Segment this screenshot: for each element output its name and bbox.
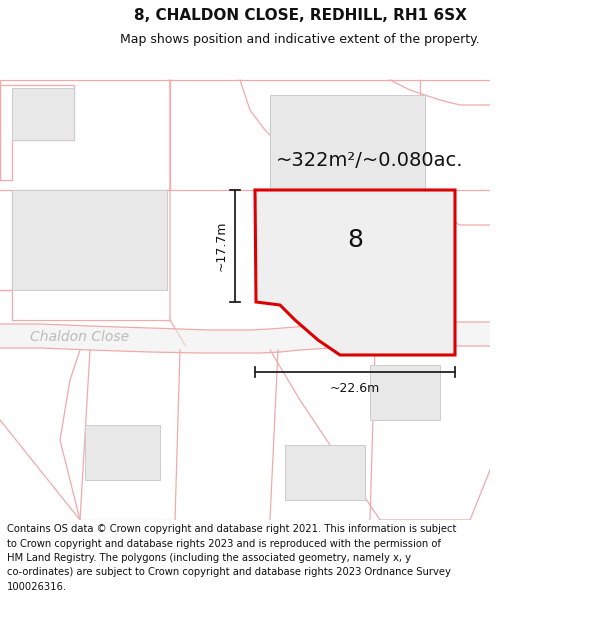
Polygon shape	[255, 190, 455, 355]
Text: 8: 8	[347, 228, 363, 252]
Bar	[370, 365, 440, 420]
Text: Map shows position and indicative extent of the property.: Map shows position and indicative extent…	[120, 32, 480, 46]
Text: Contains OS data © Crown copyright and database right 2021. This information is : Contains OS data © Crown copyright and d…	[7, 524, 457, 592]
Text: ~22.6m: ~22.6m	[330, 381, 380, 394]
Bar	[270, 190, 400, 270]
Text: 8, CHALDON CLOSE, REDHILL, RH1 6SX: 8, CHALDON CLOSE, REDHILL, RH1 6SX	[134, 8, 466, 22]
Bar	[12, 190, 167, 290]
Text: ~322m²/~0.080ac.: ~322m²/~0.080ac.	[276, 151, 464, 170]
Bar	[285, 445, 365, 500]
Bar	[12, 88, 74, 140]
Polygon shape	[0, 322, 490, 353]
Text: ~17.7m: ~17.7m	[215, 221, 227, 271]
Text: Chaldon Close: Chaldon Close	[30, 330, 129, 344]
Bar	[270, 95, 425, 225]
Bar	[85, 425, 160, 480]
